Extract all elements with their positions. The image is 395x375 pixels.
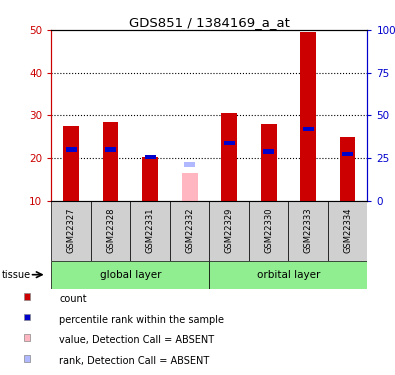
Text: GSM22330: GSM22330	[264, 208, 273, 254]
Bar	[24, 314, 30, 320]
Bar	[170, 201, 209, 261]
Text: GSM22328: GSM22328	[106, 208, 115, 254]
Bar	[263, 149, 274, 154]
Bar	[224, 141, 235, 145]
Bar	[91, 201, 130, 261]
Bar	[261, 124, 276, 201]
Bar	[145, 154, 156, 159]
Bar	[142, 157, 158, 201]
Text: orbital layer: orbital layer	[257, 270, 320, 280]
Bar	[209, 201, 249, 261]
Bar	[24, 293, 30, 300]
Bar	[24, 334, 30, 341]
Text: global layer: global layer	[100, 270, 161, 280]
Text: GSM22329: GSM22329	[225, 208, 233, 254]
Bar	[340, 138, 356, 201]
Title: GDS851 / 1384169_a_at: GDS851 / 1384169_a_at	[129, 16, 290, 29]
Bar	[342, 152, 353, 156]
Bar	[51, 261, 209, 289]
Text: GSM22327: GSM22327	[67, 208, 75, 254]
Bar	[182, 173, 198, 201]
Text: GSM22333: GSM22333	[304, 208, 312, 254]
Bar	[303, 127, 314, 131]
Bar	[249, 201, 288, 261]
Bar	[66, 147, 77, 152]
Text: tissue: tissue	[2, 270, 31, 280]
Bar	[103, 122, 118, 201]
Bar	[63, 126, 79, 201]
Bar	[105, 147, 116, 152]
Bar	[300, 32, 316, 201]
Text: GSM22334: GSM22334	[343, 208, 352, 254]
Text: GSM22331: GSM22331	[146, 208, 154, 254]
Text: rank, Detection Call = ABSENT: rank, Detection Call = ABSENT	[59, 356, 209, 366]
Bar	[184, 162, 195, 166]
Text: count: count	[59, 294, 87, 304]
Bar	[221, 113, 237, 201]
Bar	[328, 201, 367, 261]
Bar	[288, 201, 328, 261]
Text: percentile rank within the sample: percentile rank within the sample	[59, 315, 224, 325]
Bar	[51, 201, 91, 261]
Text: value, Detection Call = ABSENT: value, Detection Call = ABSENT	[59, 335, 214, 345]
Bar	[209, 261, 367, 289]
Bar	[130, 201, 170, 261]
Text: GSM22332: GSM22332	[185, 208, 194, 254]
Bar	[24, 355, 30, 362]
